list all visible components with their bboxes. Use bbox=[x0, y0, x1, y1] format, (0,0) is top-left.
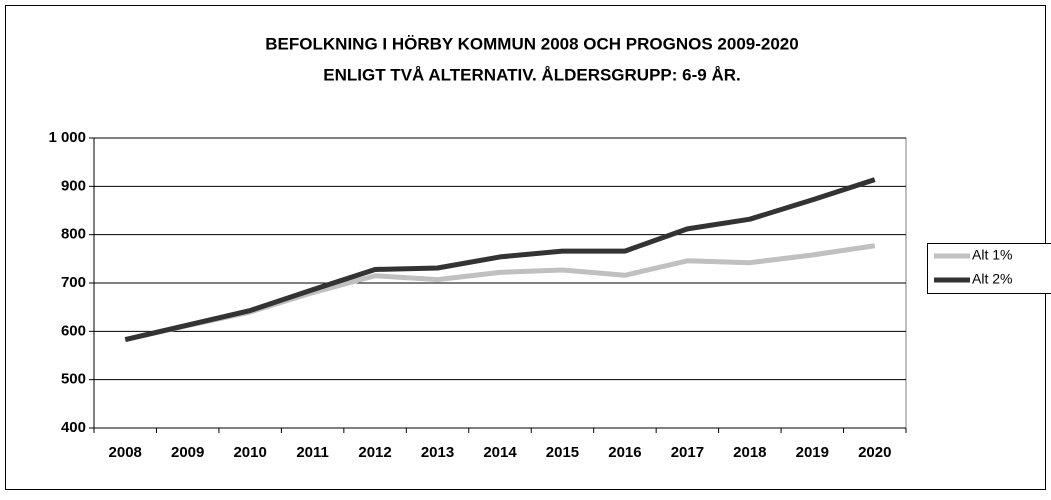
x-tick-label: 2011 bbox=[296, 444, 329, 461]
y-tick-label: 800 bbox=[61, 226, 86, 243]
x-tick-label: 2019 bbox=[796, 444, 829, 461]
chart-title: BEFOLKNING I HÖRBY KOMMUN 2008 OCH PROGN… bbox=[265, 34, 798, 53]
x-tick-label: 2009 bbox=[171, 444, 204, 461]
x-tick-label: 2020 bbox=[858, 444, 891, 461]
y-tick-label: 700 bbox=[61, 274, 86, 291]
x-tick-label: 2018 bbox=[733, 444, 766, 461]
x-tick-label: 2013 bbox=[421, 444, 454, 461]
x-tick-label: 2012 bbox=[358, 444, 391, 461]
y-tick-label: 1 000 bbox=[48, 129, 86, 146]
x-tick-label: 2017 bbox=[671, 444, 704, 461]
legend-label: Alt 2% bbox=[972, 271, 1012, 287]
x-tick-label: 2010 bbox=[233, 444, 266, 461]
legend-label: Alt 1% bbox=[972, 247, 1012, 263]
x-tick-label: 2015 bbox=[546, 444, 579, 461]
x-tick-label: 2008 bbox=[109, 444, 142, 461]
x-tick-label: 2014 bbox=[483, 444, 517, 461]
y-tick-label: 400 bbox=[61, 419, 86, 436]
chart-subtitle: ENLIGT TVÅ ALTERNATIV. ÅLDERSGRUPP: 6-9 … bbox=[323, 65, 740, 84]
y-tick-label: 900 bbox=[61, 177, 86, 194]
y-tick-label: 500 bbox=[61, 371, 86, 388]
y-tick-label: 600 bbox=[61, 322, 86, 339]
x-tick-label: 2016 bbox=[608, 444, 641, 461]
